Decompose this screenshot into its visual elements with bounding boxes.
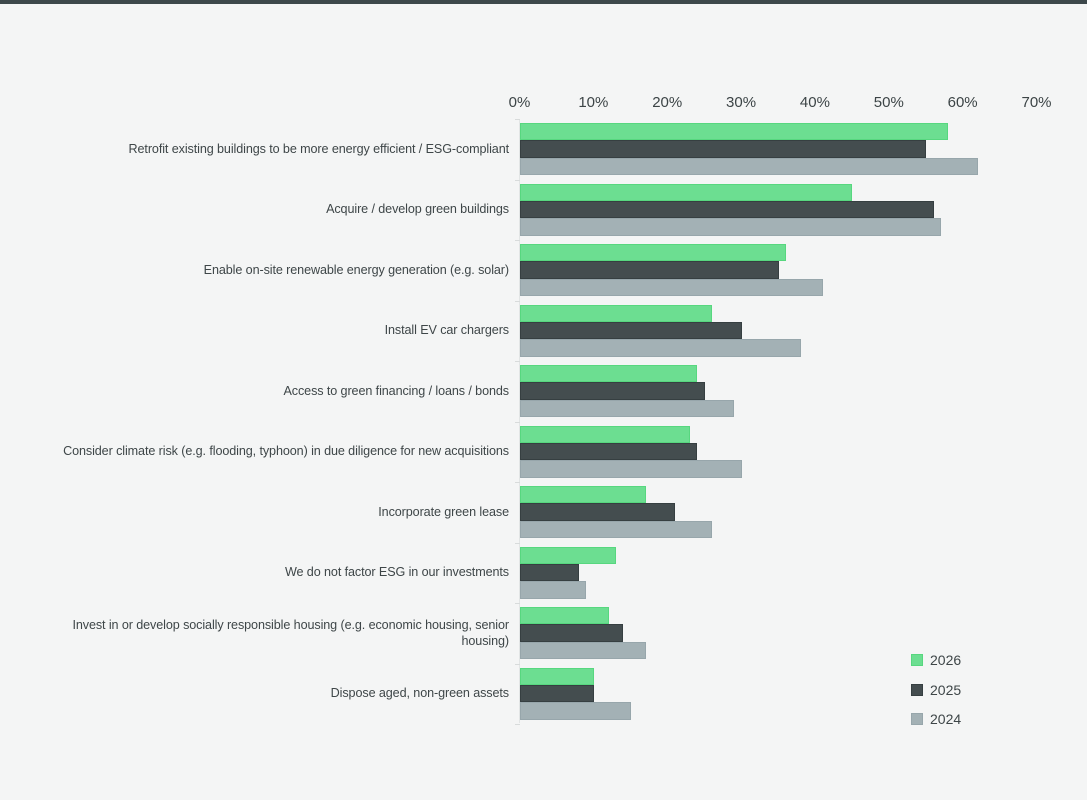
bar-2025-group7	[520, 503, 676, 521]
category-label: Install EV car chargers	[384, 323, 509, 338]
bar-2026-group6	[520, 425, 690, 443]
bar-2026-group10	[520, 667, 594, 685]
category-label: Access to green financing / loans / bond…	[283, 383, 509, 398]
bar-2024-group4	[520, 339, 801, 357]
y-axis-tick	[515, 482, 520, 483]
category-label: Acquire / develop green buildings	[326, 202, 509, 217]
y-axis-tick	[515, 119, 520, 120]
legend-item-2025: 2025	[911, 678, 961, 702]
x-axis-tick-label: 40%	[799, 94, 830, 111]
bar-2024-group1	[520, 157, 978, 176]
bar-2025-group8	[520, 563, 580, 582]
bar-2024-group2	[520, 218, 941, 236]
bar-2024-group6	[520, 460, 742, 478]
legend: 2026 2025 2024	[911, 648, 961, 737]
bar-2024-group3	[520, 278, 823, 297]
x-axis-tick-label: 30%	[726, 94, 757, 111]
category-label: We do not factor ESG in our investments	[284, 565, 509, 580]
x-axis-tick-label: 20%	[652, 94, 683, 111]
legend-swatch-icon	[911, 683, 923, 696]
bar-2026-group8	[520, 546, 616, 564]
y-axis-tick	[515, 240, 520, 241]
bar-2026-group1	[520, 123, 949, 141]
bar-2025-group3	[520, 261, 779, 279]
bar-2025-group9	[520, 624, 624, 642]
bar-2026-group7	[520, 486, 646, 504]
x-axis-tick-label: 0%	[508, 94, 531, 111]
bar-2026-group4	[520, 304, 713, 322]
bar-2025-group4	[520, 321, 742, 340]
bar-2025-group6	[520, 442, 698, 461]
legend-label: 2025	[930, 681, 962, 698]
y-axis-tick	[515, 300, 520, 302]
x-axis-tick-label: 10%	[578, 94, 609, 111]
bar-2025-group1	[520, 140, 927, 158]
y-axis-tick	[515, 724, 520, 725]
y-axis-tick	[515, 421, 520, 423]
bar-2026-group5	[520, 365, 698, 383]
y-axis-tick	[515, 542, 520, 544]
category-label: Enable on-site renewable energy generati…	[203, 262, 509, 277]
category-label: Dispose aged, non-green assets	[330, 686, 509, 701]
bar-2024-group10	[520, 702, 631, 720]
category-label: Consider climate risk (e.g. flooding, ty…	[63, 444, 509, 459]
bar-2024-group8	[520, 581, 587, 599]
x-axis-tick-label: 50%	[873, 94, 904, 111]
bar-2025-group5	[520, 382, 705, 400]
category-label: Retrofit existing buildings to be more e…	[128, 141, 510, 156]
y-axis-tick	[515, 603, 520, 604]
bar-2024-group5	[520, 399, 735, 418]
bar-2026-group2	[520, 183, 853, 201]
category-label: Incorporate green lease	[378, 504, 509, 519]
bar-2024-group9	[520, 641, 646, 660]
bar-2025-group10	[520, 684, 594, 703]
bar-2024-group7	[520, 520, 713, 539]
legend-label: 2024	[930, 711, 962, 727]
legend-item-2026: 2026	[911, 648, 961, 672]
bar-2026-group3	[520, 244, 786, 262]
y-axis-tick	[515, 663, 520, 665]
legend-item-2024: 2024	[911, 707, 961, 731]
bar-2026-group9	[520, 607, 609, 625]
legend-swatch-icon	[911, 654, 923, 666]
legend-swatch-icon	[911, 713, 923, 725]
bar-2025-group2	[520, 200, 934, 219]
y-axis-line	[519, 119, 520, 724]
y-axis-tick	[515, 361, 520, 362]
top-accent-bar	[0, 0, 1087, 4]
x-axis-tick-label: 70%	[1021, 94, 1052, 111]
category-label: Invest in or develop socially responsibl…	[72, 617, 509, 649]
legend-label: 2026	[930, 652, 962, 668]
y-axis-tick	[515, 179, 520, 181]
x-axis-tick-label: 60%	[947, 94, 978, 111]
